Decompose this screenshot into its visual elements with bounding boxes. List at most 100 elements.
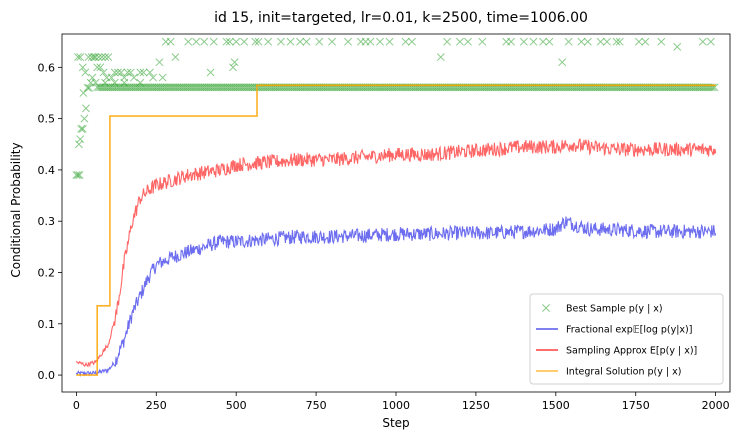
sampling-approx-line	[75, 138, 717, 368]
best-sample-point	[88, 73, 97, 82]
best-sample-point	[110, 78, 119, 87]
best-sample-point	[200, 37, 209, 46]
best-sample-point	[558, 58, 567, 67]
best-sample-point	[171, 83, 180, 92]
best-sample-point	[173, 83, 182, 92]
y-tick-label: 0.6	[38, 61, 56, 74]
best-sample-point	[232, 37, 241, 46]
best-sample-point	[204, 83, 213, 92]
best-sample-point	[436, 53, 445, 62]
best-sample-point	[276, 37, 285, 46]
best-sample-point	[149, 73, 158, 82]
x-tick-label: 1000	[382, 399, 410, 412]
best-sample-point	[114, 83, 123, 92]
x-axis-label: Step	[382, 416, 409, 430]
best-sample-point	[155, 58, 164, 67]
best-sample-point	[214, 83, 222, 92]
legend: Best Sample p(y | x) Fractional exp𝔼[log …	[529, 293, 724, 385]
best-sample-point	[148, 83, 157, 92]
best-sample-point	[230, 58, 239, 67]
best-sample-point	[166, 83, 174, 92]
best-sample-point	[246, 83, 255, 92]
best-sample-point	[158, 73, 167, 82]
best-sample-point	[76, 53, 85, 62]
best-sample-point	[229, 63, 237, 72]
best-sample-point	[118, 83, 127, 92]
x-axis-ticks: 0 250 500 750 1000 1250 1500 1750 2000	[73, 392, 730, 412]
best-sample-point	[175, 83, 184, 92]
best-sample-point	[478, 37, 487, 46]
best-sample-point	[74, 53, 82, 62]
best-sample-point	[167, 83, 176, 92]
best-sample-point	[545, 37, 554, 46]
best-sample-point	[107, 73, 116, 82]
best-sample-point	[146, 83, 155, 92]
best-sample-point	[196, 83, 205, 92]
best-sample-point	[296, 37, 305, 46]
best-sample-point	[74, 171, 82, 179]
best-sample-point	[104, 53, 113, 62]
best-sample-point	[208, 83, 217, 92]
best-sample-point	[344, 37, 353, 46]
best-sample-point	[189, 83, 197, 92]
legend-label: Integral Solution p(y | x)	[566, 367, 681, 378]
best-sample-point	[507, 37, 516, 46]
best-sample-point	[113, 68, 122, 77]
y-axis-label: Conditional Probability	[9, 142, 23, 277]
best-sample-point	[240, 83, 249, 92]
plot-frame	[61, 33, 731, 393]
best-sample-point	[78, 124, 87, 133]
best-sample-point	[136, 78, 145, 87]
best-sample-point	[235, 83, 244, 92]
best-sample-point	[463, 37, 472, 46]
best-sample-point	[162, 83, 171, 92]
best-sample-point	[231, 83, 240, 92]
best-sample-point	[143, 83, 151, 92]
y-tick-label: 0.1	[38, 318, 56, 331]
best-sample-point	[519, 37, 528, 46]
best-sample-point	[139, 83, 148, 92]
best-sample-point	[264, 37, 273, 46]
best-sample-point	[85, 83, 94, 92]
best-sample-point	[248, 83, 257, 92]
x-tick-label: 0	[73, 399, 80, 412]
best-sample-point	[87, 53, 96, 62]
best-sample-point	[221, 83, 230, 92]
best-sample-point	[104, 83, 113, 92]
best-sample-point	[93, 63, 102, 72]
best-sample-point	[443, 37, 452, 46]
best-sample-point	[222, 37, 231, 46]
best-sample-point	[95, 83, 104, 92]
best-sample-point	[706, 37, 715, 46]
best-sample-point	[200, 83, 209, 92]
best-sample-point	[77, 124, 86, 133]
best-sample-point	[123, 83, 132, 92]
legend-label: Fractional exp𝔼[log p(y|x)]	[566, 325, 692, 336]
legend-label: Best Sample p(y | x)	[566, 304, 663, 315]
best-sample-point	[215, 83, 224, 92]
best-sample-point	[577, 37, 586, 46]
best-sample-point	[150, 83, 159, 92]
best-sample-point	[596, 37, 605, 46]
best-sample-point	[366, 37, 375, 46]
best-sample-point	[401, 37, 410, 46]
best-sample-point	[225, 83, 234, 92]
best-sample-point	[212, 83, 221, 92]
legend-label: Sampling Approx E[p(y | x)]	[566, 346, 697, 357]
best-sample-point	[455, 37, 464, 46]
best-sample-point	[673, 42, 682, 51]
best-sample-point	[154, 83, 163, 92]
x-tick-label: 2000	[702, 399, 730, 412]
best-sample-point	[158, 83, 167, 92]
best-sample-point	[145, 68, 154, 77]
best-sample-point	[237, 83, 245, 92]
best-sample-point	[171, 53, 180, 62]
best-sample-point	[144, 83, 153, 92]
best-sample-point	[152, 83, 161, 92]
best-sample-point	[179, 83, 188, 92]
best-sample-point	[135, 83, 144, 92]
best-sample-point	[191, 83, 199, 92]
best-sample-point	[583, 37, 592, 46]
best-sample-point	[96, 63, 105, 72]
best-sample-point	[75, 171, 84, 179]
